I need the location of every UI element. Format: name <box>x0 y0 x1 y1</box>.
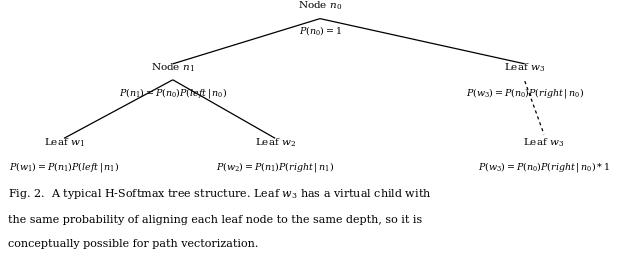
Text: $P(w_2) = P(n_1)P(\mathit{right}\,|\,n_1)$: $P(w_2) = P(n_1)P(\mathit{right}\,|\,n_1… <box>216 160 334 174</box>
Text: $P(w_3) = P(n_0)P(\mathit{right}\,|\,n_0)$: $P(w_3) = P(n_0)P(\mathit{right}\,|\,n_0… <box>466 86 584 100</box>
Text: Fig. 2.  A typical H-Softmax tree structure. Leaf $w_3$ has a virtual child with: Fig. 2. A typical H-Softmax tree structu… <box>8 187 431 201</box>
Text: Leaf $w_3$: Leaf $w_3$ <box>504 62 545 74</box>
Text: conceptually possible for path vectorization.: conceptually possible for path vectoriza… <box>8 239 258 249</box>
Text: Leaf $w_1$: Leaf $w_1$ <box>44 136 84 149</box>
Text: Node $n_0$: Node $n_0$ <box>298 0 342 12</box>
Text: Leaf $w_3$: Leaf $w_3$ <box>524 136 564 149</box>
Text: $P(n_0) = 1$: $P(n_0) = 1$ <box>299 24 341 37</box>
Text: Node $n_1$: Node $n_1$ <box>151 62 195 74</box>
Text: $P(w_3) = P(n_0)P(\mathit{right}\,|\,n_0) * 1$: $P(w_3) = P(n_0)P(\mathit{right}\,|\,n_0… <box>478 160 610 174</box>
Text: $P(w_1) = P(n_1)P(\mathit{left}\,|\,n_1)$: $P(w_1) = P(n_1)P(\mathit{left}\,|\,n_1)… <box>9 160 119 174</box>
Text: the same probability of aligning each leaf node to the same depth, so it is: the same probability of aligning each le… <box>8 215 422 225</box>
Text: Leaf $w_2$: Leaf $w_2$ <box>255 136 296 149</box>
Text: $P(n_1) = P(n_0)P(\mathit{left}\,|\,n_0)$: $P(n_1) = P(n_0)P(\mathit{left}\,|\,n_0)… <box>118 86 227 100</box>
